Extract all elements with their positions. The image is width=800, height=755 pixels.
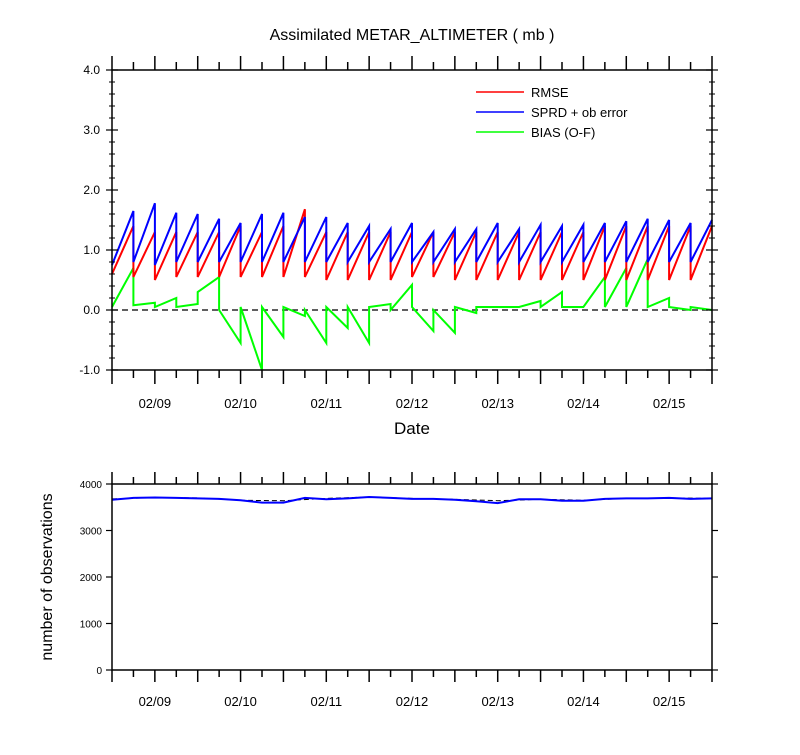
top-x-label: Date — [394, 419, 430, 438]
legend-item-bias: BIAS (O-F) — [476, 125, 595, 140]
series-line-bias — [111, 258, 713, 371]
y-tick-label: 4000 — [80, 480, 103, 491]
legend-item-rmse: RMSE — [476, 85, 569, 100]
y-tick-label: 2.0 — [83, 183, 100, 197]
top-series-layer — [111, 202, 713, 371]
legend-label-bias: BIAS (O-F) — [531, 125, 595, 140]
y-tick-label: 3.0 — [83, 123, 100, 137]
x-tick-label: 02/15 — [653, 694, 686, 709]
series-line-observations — [111, 495, 713, 505]
top-chart: Assimilated METAR_ALTIMETER ( mb ) -1.0 0… — [79, 27, 718, 438]
y-tick-label: 0 — [96, 666, 102, 677]
y-tick-label: 1.0 — [83, 243, 100, 257]
x-tick-label: 02/15 — [653, 396, 686, 411]
y-tick-label: 2000 — [80, 573, 103, 584]
series-line-sprd — [111, 202, 713, 266]
x-tick-label: 02/09 — [139, 694, 172, 709]
y-tick-label: 3000 — [80, 527, 103, 538]
bottom-y-axis: 0 1000 2000 3000 4000 — [80, 480, 718, 677]
top-plot-frame — [111, 69, 713, 371]
x-tick-label: 02/12 — [396, 694, 429, 709]
legend-label-sprd: SPRD + ob error — [531, 105, 628, 120]
x-tick-label: 02/09 — [139, 396, 172, 411]
x-tick-label: 02/11 — [310, 396, 342, 411]
x-tick-label: 02/12 — [396, 396, 429, 411]
legend: RMSE SPRD + ob error BIAS (O-F) — [476, 85, 628, 140]
bottom-x-axis: 02/09 02/10 02/11 02/12 02/13 02/14 02/15 — [111, 472, 713, 709]
top-chart-title: Assimilated METAR_ALTIMETER ( mb ) — [270, 27, 555, 44]
bottom-plot-frame — [111, 483, 713, 671]
y-tick-label: 4.0 — [83, 63, 100, 77]
x-tick-label: 02/10 — [224, 694, 257, 709]
y-tick-label: 1000 — [80, 620, 103, 631]
y-tick-label: -1.0 — [79, 363, 100, 377]
x-tick-label: 02/14 — [567, 694, 600, 709]
x-tick-label: 02/13 — [481, 694, 514, 709]
legend-label-rmse: RMSE — [531, 85, 569, 100]
bottom-y-label: number of observations — [39, 493, 56, 660]
legend-item-sprd: SPRD + ob error — [476, 105, 628, 120]
y-tick-label: 0.0 — [83, 303, 100, 317]
x-tick-label: 02/14 — [567, 396, 600, 411]
x-tick-label: 02/13 — [481, 396, 514, 411]
x-tick-label: 02/10 — [224, 396, 257, 411]
top-x-axis: 02/09 02/10 02/11 02/12 02/13 02/14 02/15 — [111, 56, 713, 411]
x-tick-label: 02/11 — [310, 694, 342, 709]
bottom-series-layer — [111, 495, 713, 505]
